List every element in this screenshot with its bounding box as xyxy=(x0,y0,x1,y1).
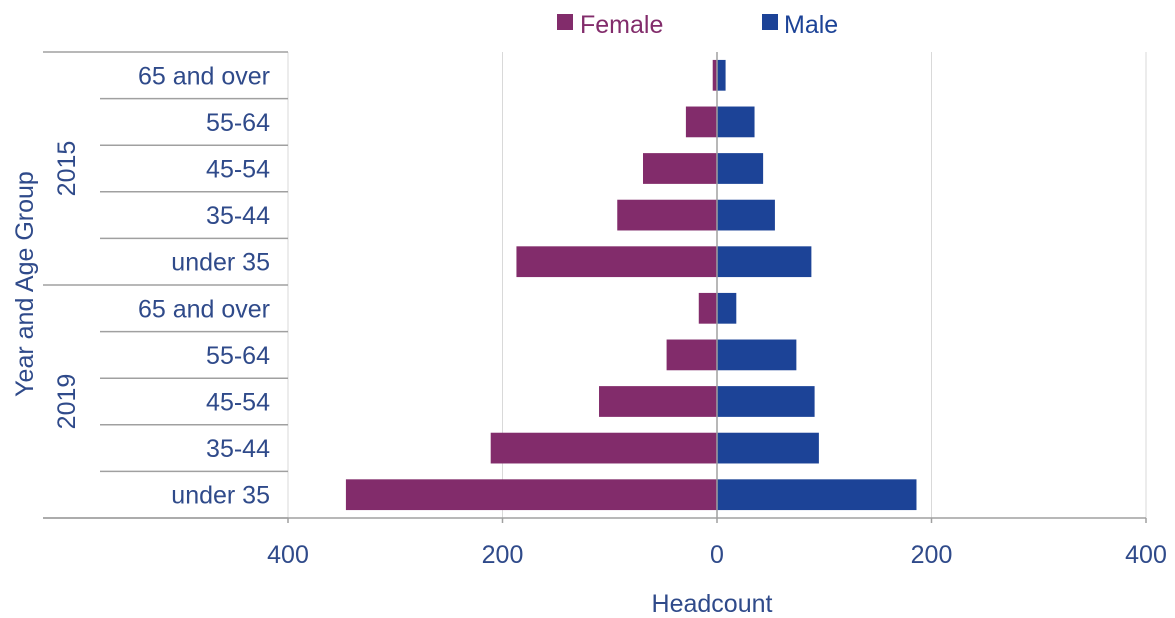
bars xyxy=(345,59,917,511)
bar-female-0 xyxy=(712,59,717,91)
category-label-8: 35-44 xyxy=(206,435,270,463)
category-labels: 65 and over 55-64 45-54 35-44 under 35 65 and… xyxy=(138,62,270,509)
category-label-2: 45-54 xyxy=(206,156,270,184)
x-tick-labels: 400 200 0 200 400 xyxy=(267,541,1167,569)
bar-male-1 xyxy=(717,106,755,138)
category-label-7: 45-54 xyxy=(206,389,270,417)
category-label-6: 55-64 xyxy=(206,342,270,370)
bar-female-1 xyxy=(685,106,717,138)
bar-male-9 xyxy=(717,479,917,511)
x-tick-label-0: 400 xyxy=(267,541,309,569)
legend: Female Male xyxy=(557,11,838,39)
category-label-5: 65 and over xyxy=(138,295,270,323)
bar-male-0 xyxy=(717,59,726,91)
legend-label-female: Female xyxy=(580,11,663,39)
x-tick-label-1: 200 xyxy=(482,541,524,569)
bar-female-2 xyxy=(642,153,717,184)
category-label-4: under 35 xyxy=(171,249,270,277)
category-label-3: 35-44 xyxy=(206,202,270,230)
bar-female-6 xyxy=(666,339,717,371)
x-tick-label-3: 200 xyxy=(911,541,953,569)
y-axis-title: Year and Age Group xyxy=(11,171,39,397)
bar-male-2 xyxy=(717,153,764,184)
x-tick-label-2: 0 xyxy=(710,541,724,569)
bar-male-6 xyxy=(717,339,797,371)
group-labels: 2015 2019 xyxy=(53,141,81,430)
legend-label-male: Male xyxy=(784,11,838,39)
category-label-1: 55-64 xyxy=(206,109,270,137)
axes xyxy=(43,51,1147,523)
bar-female-8 xyxy=(490,432,717,464)
bar-female-7 xyxy=(599,386,717,417)
category-label-9: under 35 xyxy=(171,482,270,510)
bar-female-5 xyxy=(698,292,717,324)
bar-male-5 xyxy=(717,292,737,324)
bar-male-8 xyxy=(717,432,819,464)
bar-female-9 xyxy=(345,479,717,511)
group-label-2015: 2015 xyxy=(53,141,81,197)
bar-female-3 xyxy=(617,199,717,231)
x-axis-title: Headcount xyxy=(652,590,773,618)
group-label-2019: 2019 xyxy=(53,374,81,430)
bar-male-4 xyxy=(717,246,812,278)
category-label-0: 65 and over xyxy=(138,62,270,90)
bar-male-3 xyxy=(717,199,775,231)
x-tick-label-4: 400 xyxy=(1125,541,1167,569)
legend-swatch-male xyxy=(762,14,778,30)
legend-swatch-female xyxy=(557,14,573,30)
bar-male-7 xyxy=(717,386,815,417)
bar-female-4 xyxy=(516,246,717,278)
